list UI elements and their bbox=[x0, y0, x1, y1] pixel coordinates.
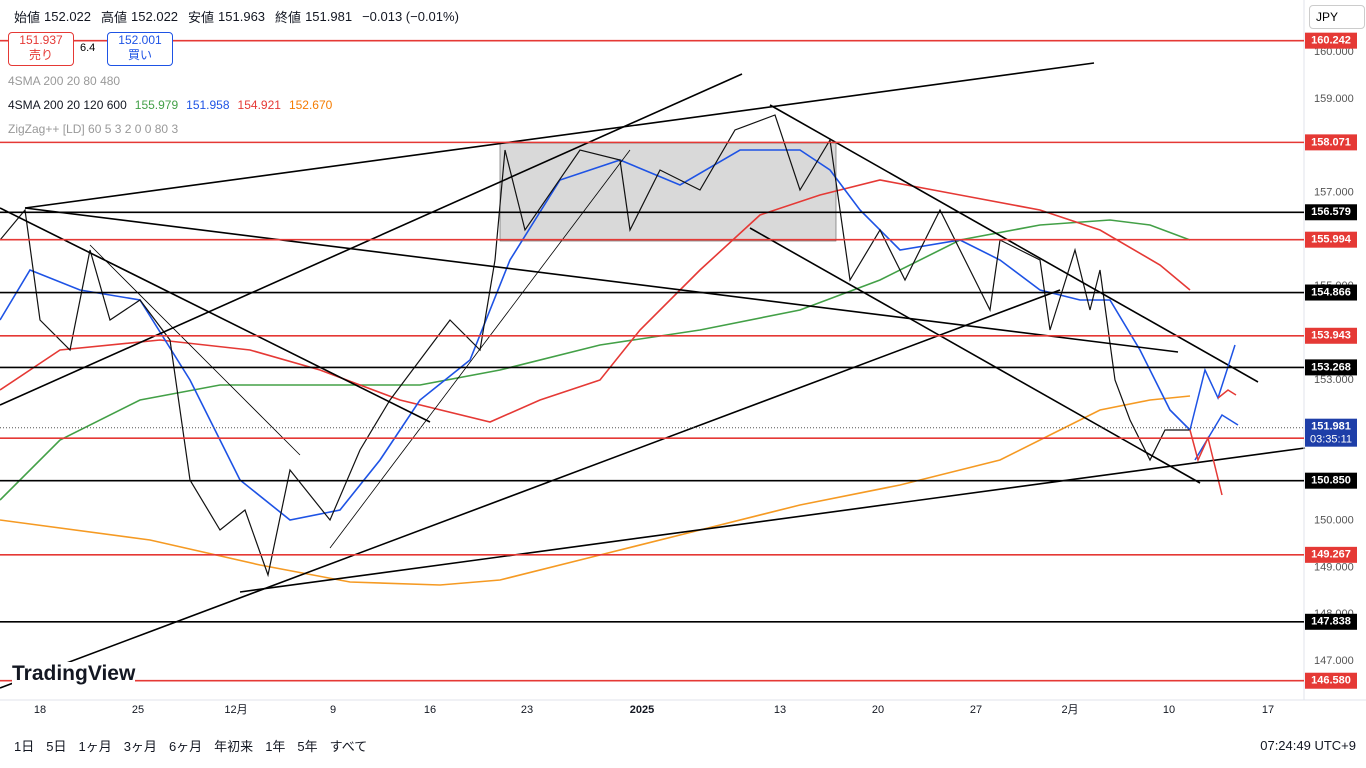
indicator-row: 4SMA 200 20 120 600 155.979 151.958 154.921… bbox=[8, 98, 332, 112]
level-tag bbox=[1305, 327, 1357, 344]
logo: TradingView bbox=[12, 662, 136, 686]
price-path bbox=[0, 114, 1190, 578]
period-list: 1日 5日 1ヶ月 3ヶ月 6ヶ月 年初来 1年 5年 すべて bbox=[0, 736, 367, 755]
level-tag bbox=[1305, 472, 1357, 489]
level-tag bbox=[1305, 204, 1357, 221]
period-button[interactable]: 年初来 bbox=[214, 738, 254, 754]
period-button[interactable]: 3ヶ月 bbox=[123, 738, 157, 754]
projection-arrows bbox=[1189, 344, 1239, 496]
level-label: 154.866 bbox=[1311, 286, 1351, 298]
level-tag bbox=[1305, 359, 1357, 376]
countdown: 03:35:11 bbox=[1310, 434, 1352, 446]
x-tick-label: 25 bbox=[132, 704, 144, 716]
level-label: 156.579 bbox=[1311, 206, 1351, 218]
clock: 07:24:49 UTC+9 bbox=[1260, 737, 1356, 753]
indicator-row: 4SMA 200 20 80 480 bbox=[8, 74, 120, 88]
sell-button[interactable]: 151.937 売り bbox=[8, 32, 74, 66]
level-label: 158.071 bbox=[1311, 136, 1351, 148]
level-tag bbox=[1305, 134, 1357, 151]
ohlc-value: 151.981 bbox=[305, 8, 353, 24]
ohlc-label: 高値 bbox=[101, 9, 128, 25]
indicator-name: 4SMA 200 20 120 600 bbox=[8, 98, 127, 112]
y-tick-label: 150.000 bbox=[1314, 514, 1354, 526]
y-tick-label: 147.000 bbox=[1314, 655, 1354, 667]
y-tick-label: 157.000 bbox=[1314, 186, 1354, 198]
period-button[interactable]: 5日 bbox=[46, 738, 67, 754]
x-tick-label: 27 bbox=[970, 704, 982, 716]
buy-button[interactable]: 152.001 買い bbox=[107, 32, 173, 66]
ohlc-value: 152.022 bbox=[131, 8, 179, 24]
x-tick-label: 10 bbox=[1163, 704, 1175, 716]
y-tick-label: 159.000 bbox=[1314, 93, 1354, 105]
period-button[interactable]: 5年 bbox=[297, 738, 318, 754]
buy-label: 買い bbox=[127, 48, 152, 62]
ohlc-value: 152.022 bbox=[44, 8, 92, 24]
level-label: 160.242 bbox=[1311, 35, 1351, 47]
range-box bbox=[499, 142, 837, 242]
period-button[interactable]: 6ヶ月 bbox=[168, 738, 203, 754]
chart: 160.000159.000157.000155.000153.000150.0… bbox=[0, 0, 1366, 716]
x-tick-label: 13 bbox=[774, 704, 786, 716]
x-tick-label: 18 bbox=[34, 704, 46, 716]
level-tag bbox=[1305, 546, 1357, 563]
sell-price: 151.937 bbox=[19, 33, 63, 47]
current-tag bbox=[1305, 418, 1357, 447]
level-tag bbox=[1305, 613, 1357, 630]
indicator-value: 152.670 bbox=[288, 98, 333, 112]
x-tick-label: 16 bbox=[424, 704, 436, 716]
indicator-value: 154.921 bbox=[237, 98, 281, 112]
period-button[interactable]: 1日 bbox=[14, 738, 35, 754]
x-tick-label: 23 bbox=[521, 704, 533, 716]
x-tick-label: 17 bbox=[1262, 704, 1274, 716]
level-label: 153.943 bbox=[1311, 330, 1351, 342]
current-price: 151.981 bbox=[1311, 421, 1351, 433]
y-tick-label: 160.000 bbox=[1314, 46, 1354, 58]
buy-price: 152.001 bbox=[118, 33, 162, 47]
y-tick-label: 149.000 bbox=[1314, 561, 1354, 573]
level-label: 149.267 bbox=[1311, 549, 1351, 561]
x-tick-label: 2025 bbox=[630, 704, 654, 716]
indicator-name: ZigZag++ [LD] 60 5 3 2 0 0 80 3 bbox=[8, 122, 179, 136]
ohlc-value: 151.963 bbox=[218, 8, 266, 24]
period-button[interactable]: すべて bbox=[329, 738, 368, 754]
sell-label: 売り bbox=[28, 48, 53, 62]
indicator-name: 4SMA 200 20 80 480 bbox=[8, 74, 121, 88]
level-tag bbox=[1305, 32, 1357, 49]
y-tick-label: 153.000 bbox=[1314, 374, 1354, 386]
ohlc-label: 終値 bbox=[275, 9, 302, 25]
indicator-value: 155.979 bbox=[134, 98, 179, 112]
spread: 6.4 bbox=[80, 42, 96, 54]
x-tick-label: 9 bbox=[330, 704, 336, 716]
level-label: 146.580 bbox=[1311, 675, 1351, 687]
ohlc-label: 安値 bbox=[188, 9, 215, 25]
level-label: 150.850 bbox=[1311, 475, 1351, 487]
currency-select[interactable]: JPY bbox=[1309, 5, 1365, 29]
period-button[interactable]: 1ヶ月 bbox=[78, 738, 112, 754]
level-tag bbox=[1305, 672, 1357, 689]
level-label: 155.994 bbox=[1311, 234, 1352, 246]
level-tag bbox=[1305, 231, 1357, 248]
change: −0.013 (−0.01%) bbox=[362, 8, 459, 24]
level-label: 147.838 bbox=[1311, 616, 1351, 628]
indicator-value: 151.958 bbox=[186, 98, 230, 112]
period-button[interactable]: 1年 bbox=[265, 738, 286, 754]
level-label: 153.268 bbox=[1311, 361, 1351, 373]
x-tick-label: 20 bbox=[872, 704, 884, 716]
level-tag bbox=[1305, 284, 1357, 301]
ohlc-label: 始値 bbox=[14, 9, 41, 25]
ohlc-header: 始値 152.022 高値 152.022 安値 151.963 終値 151.981 −0.0… bbox=[14, 4, 459, 28]
footer: 1日 5日 1ヶ月 3ヶ月 6ヶ月 年初来 1年 5年 すべて 07:24:49 UTC+9 bbox=[0, 730, 1366, 760]
x-tick-label: 12月 bbox=[224, 704, 247, 716]
x-tick-label: 2月 bbox=[1061, 704, 1078, 716]
indicator-row: ZigZag++ [LD] 60 5 3 2 0 0 80 3 bbox=[8, 122, 178, 136]
